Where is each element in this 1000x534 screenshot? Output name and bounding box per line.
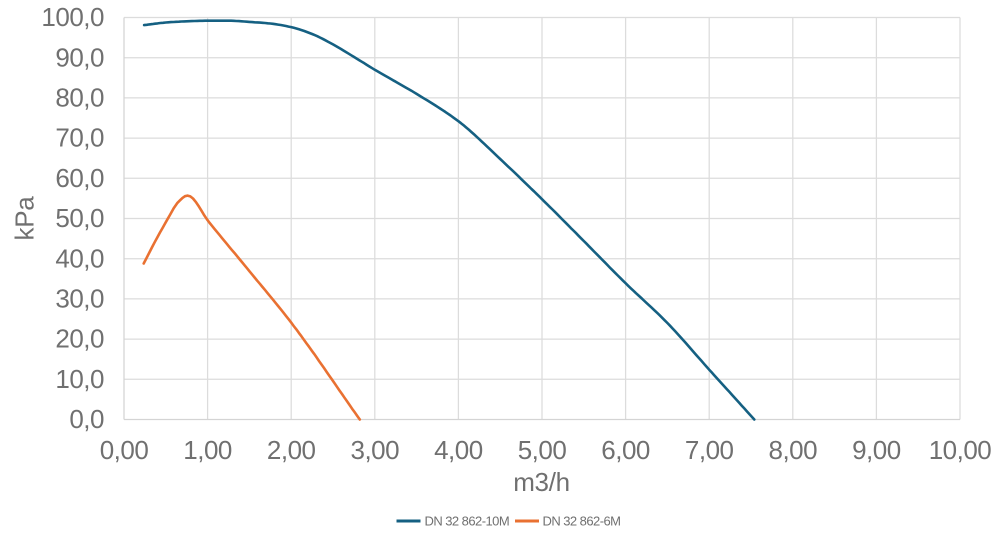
svg-text:7,00: 7,00 — [685, 435, 734, 465]
svg-text:9,00: 9,00 — [852, 435, 901, 465]
svg-text:8,00: 8,00 — [768, 435, 817, 465]
svg-text:50,0: 50,0 — [55, 203, 104, 233]
svg-text:0,0: 0,0 — [69, 404, 104, 434]
svg-text:0,00: 0,00 — [100, 435, 149, 465]
svg-text:20,0: 20,0 — [55, 324, 104, 354]
svg-text:DN 32 862-6M: DN 32 862-6M — [543, 514, 621, 529]
svg-text:10,0: 10,0 — [55, 364, 104, 394]
svg-text:10,00: 10,00 — [929, 435, 992, 465]
svg-text:40,0: 40,0 — [55, 243, 104, 273]
svg-text:DN 32 862-10M: DN 32 862-10M — [425, 514, 510, 529]
svg-text:3,00: 3,00 — [350, 435, 399, 465]
svg-text:30,0: 30,0 — [55, 284, 104, 314]
svg-text:m3/h: m3/h — [513, 467, 570, 497]
svg-text:90,0: 90,0 — [55, 42, 104, 72]
svg-text:5,00: 5,00 — [518, 435, 567, 465]
svg-text:kPa: kPa — [10, 196, 40, 241]
svg-text:80,0: 80,0 — [55, 83, 104, 113]
svg-text:4,00: 4,00 — [434, 435, 483, 465]
svg-text:6,00: 6,00 — [601, 435, 650, 465]
svg-text:70,0: 70,0 — [55, 123, 104, 153]
svg-text:100,0: 100,0 — [41, 2, 104, 32]
svg-text:2,00: 2,00 — [267, 435, 316, 465]
svg-text:60,0: 60,0 — [55, 163, 104, 193]
svg-text:1,00: 1,00 — [183, 435, 232, 465]
